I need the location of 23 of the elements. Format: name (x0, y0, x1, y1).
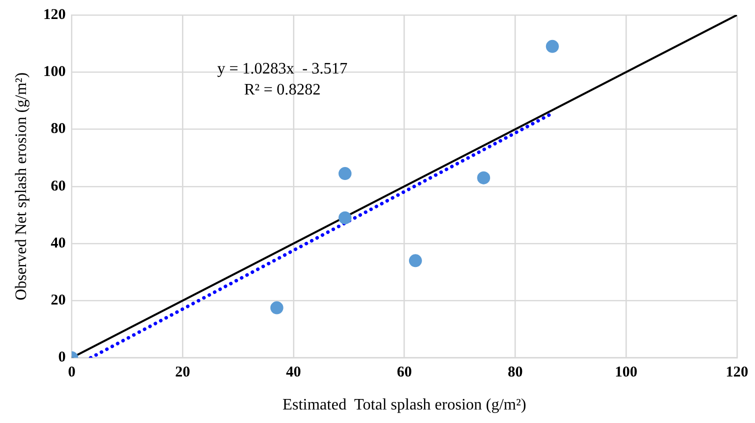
y-tick-label: 80 (50, 121, 66, 138)
y-axis-title: Observed Net splash erosion (g/m²) (12, 72, 30, 300)
point (546, 40, 559, 53)
annotation: y = 1.0283x - 3.517 (217, 60, 348, 78)
point (408, 254, 422, 268)
y-tick-label: 60 (50, 178, 66, 194)
x-tick-label: 40 (286, 364, 301, 381)
x-tick-label: 60 (396, 364, 412, 381)
y-tick-label: 40 (50, 235, 66, 252)
annotation: R² = 0.8282 (244, 81, 321, 98)
point (477, 171, 490, 184)
y-tick-label: 100 (43, 64, 66, 80)
y-tick-label: 120 (43, 6, 66, 23)
x-tick-label: 80 (508, 364, 523, 381)
point (270, 301, 284, 314)
point (338, 167, 352, 180)
x-tick-label: 120 (726, 364, 748, 381)
x-tick-label: 20 (175, 364, 190, 381)
point (338, 211, 352, 224)
x-tick-label: 100 (614, 364, 638, 381)
y-tick-label: 20 (50, 292, 66, 309)
y-tick-label: 0 (58, 350, 66, 366)
x-axis-title: Estimated Total splash erosion (g/m²) (282, 396, 526, 414)
